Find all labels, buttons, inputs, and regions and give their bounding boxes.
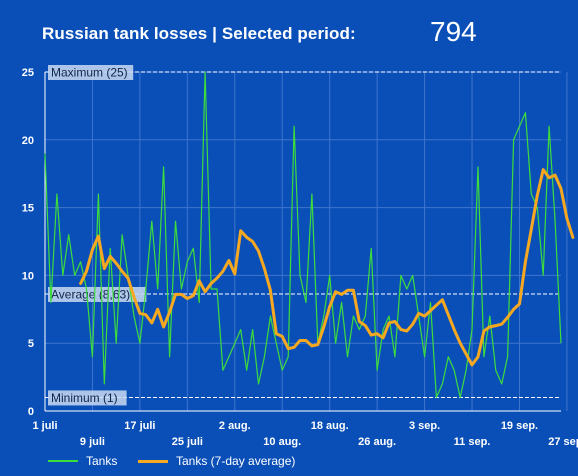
legend-label-average: Tanks (7-day average) bbox=[176, 454, 296, 468]
reference-label-bg bbox=[48, 286, 147, 302]
legend: Tanks Tanks (7-day average) bbox=[0, 452, 578, 474]
legend-item-tanks[interactable]: Tanks bbox=[48, 454, 117, 468]
y-tick-label: 0 bbox=[28, 406, 34, 418]
series-line-7-day-average bbox=[79, 168, 575, 367]
x-tick-label: 27 sep. bbox=[548, 436, 578, 448]
legend-swatch-average bbox=[138, 459, 168, 463]
legend-item-average[interactable]: Tanks (7-day average) bbox=[138, 454, 295, 468]
y-tick-label: 15 bbox=[22, 203, 34, 215]
x-tick-label: 18 aug. bbox=[311, 420, 349, 432]
x-tick-label: 3 sep. bbox=[409, 420, 440, 432]
reference-label-bg bbox=[48, 65, 134, 80]
x-tick-label: 11 sep. bbox=[454, 436, 491, 448]
x-tick-label: 26 aug. bbox=[358, 436, 396, 448]
reference-label: Average (8,63) bbox=[51, 287, 130, 301]
total-losses-value: 794 bbox=[430, 16, 477, 47]
x-tick-label: 9 juli bbox=[80, 436, 105, 448]
x-tick-label: 19 sep. bbox=[501, 420, 538, 432]
legend-label-tanks: Tanks bbox=[86, 454, 118, 468]
y-tick-label: 25 bbox=[22, 67, 34, 79]
reference-label: Minimum (1) bbox=[51, 391, 118, 405]
x-tick-label: 2 aug. bbox=[219, 420, 251, 432]
header: Russian tank losses | Selected period: 7… bbox=[0, 0, 578, 62]
x-tick-label: 10 aug. bbox=[263, 436, 301, 448]
x-tick-label: 25 juli bbox=[172, 436, 203, 448]
y-tick-label: 5 bbox=[28, 338, 34, 350]
x-tick-label: 1 juli bbox=[32, 420, 57, 432]
reference-label-bg bbox=[48, 390, 127, 406]
series-line-tanks bbox=[44, 71, 562, 398]
chart-title: Russian tank losses | Selected period: bbox=[42, 24, 356, 43]
y-tick-label: 20 bbox=[22, 135, 34, 147]
reference-label: Maximum (25) bbox=[51, 66, 128, 80]
legend-swatch-tanks bbox=[48, 460, 78, 462]
y-tick-label: 10 bbox=[22, 270, 34, 282]
x-tick-label: 17 juli bbox=[124, 420, 155, 432]
